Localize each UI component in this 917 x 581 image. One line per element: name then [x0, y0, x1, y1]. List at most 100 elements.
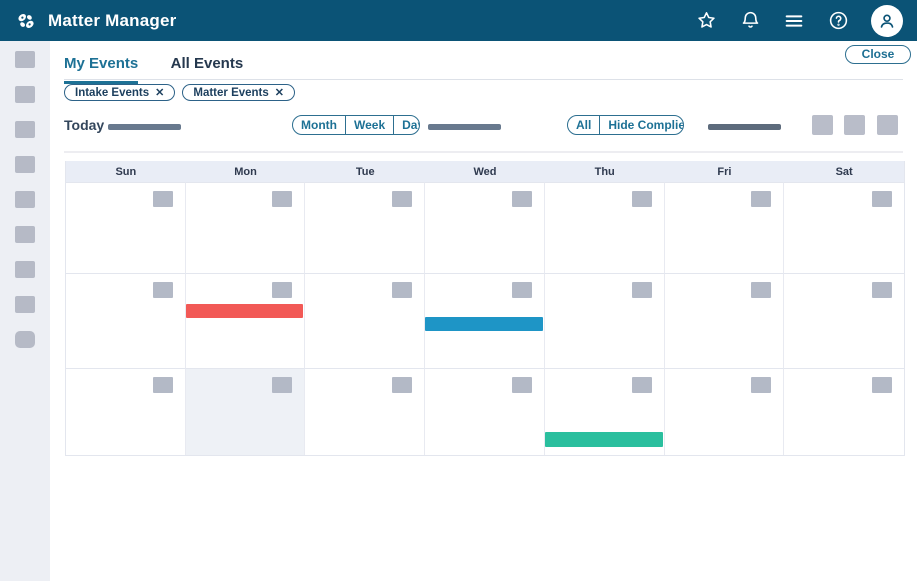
sidebar-item-placeholder[interactable] [15, 86, 35, 103]
day-number-placeholder [631, 282, 652, 298]
sidebar-item-placeholder[interactable] [15, 331, 35, 348]
calendar-cell-w2-thu[interactable] [544, 273, 665, 368]
top-bar: Matter Manager [0, 0, 917, 41]
tab-all-events[interactable]: All Events [170, 55, 244, 72]
day-number-placeholder [631, 377, 652, 393]
calendar-grid: Sun Mon Tue Wed Thu Fri Sat [65, 161, 905, 456]
chip-matter-events[interactable]: Matter Events ✕ [182, 84, 296, 101]
left-sidebar [0, 41, 50, 581]
day-header-fri: Fri [664, 161, 785, 182]
chip-close-icon[interactable]: ✕ [155, 87, 165, 99]
calendar-cell-w2-wed[interactable] [425, 273, 545, 368]
sidebar-item-placeholder[interactable] [15, 51, 35, 68]
sidebar-item-placeholder[interactable] [15, 121, 35, 138]
filter-chips-row: Intake Events ✕ Matter Events ✕ [64, 84, 296, 101]
toolbar-icon-placeholder[interactable] [844, 115, 865, 135]
sidebar-item-placeholder[interactable] [15, 296, 35, 313]
day-number-placeholder [751, 191, 772, 207]
main-content: My Events All Events Close Intake Events… [50, 41, 917, 581]
calendar-cell-w1-thu[interactable] [544, 182, 665, 273]
day-number-placeholder [751, 377, 772, 393]
calendar-cell-w2-fri[interactable] [664, 273, 785, 368]
sidebar-item-placeholder[interactable] [15, 156, 35, 173]
toolbar-icon-placeholder[interactable] [877, 115, 898, 135]
tabs-row: My Events All Events [64, 49, 903, 84]
calendar-cell-w2-sun[interactable] [66, 273, 186, 368]
day-header-sat: Sat [784, 161, 904, 182]
toolbar-icon-placeholder[interactable] [812, 115, 833, 135]
chip-label: Intake Events [75, 86, 150, 99]
sidebar-item-placeholder[interactable] [15, 261, 35, 278]
favorites-star-icon[interactable] [695, 10, 717, 32]
calendar-cell-w2-tue[interactable] [305, 273, 426, 368]
calendar-cell-w1-mon[interactable] [185, 182, 306, 273]
day-number-placeholder [751, 282, 772, 298]
day-number-placeholder [392, 377, 413, 393]
toolbar-divider [64, 151, 903, 153]
sidebar-item-placeholder[interactable] [15, 226, 35, 243]
calendar-cell-w3-thu[interactable] [544, 368, 665, 455]
label-placeholder [708, 124, 781, 130]
app-logo-icon [14, 9, 38, 33]
event-bar-green[interactable] [544, 432, 663, 447]
view-day-button[interactable]: Day [393, 116, 419, 134]
tab-my-events[interactable]: My Events [64, 49, 139, 84]
app-title: Matter Manager [48, 10, 177, 30]
day-header-tue: Tue [305, 161, 426, 182]
calendar-cell-w3-sat[interactable] [784, 368, 904, 455]
day-header-thu: Thu [544, 161, 665, 182]
day-number-placeholder [272, 377, 293, 393]
today-label[interactable]: Today [64, 117, 105, 133]
user-avatar[interactable] [871, 4, 903, 37]
tabs-divider [64, 79, 903, 80]
calendar-toolbar: Today Month Week Day All Hide Complied [50, 115, 917, 139]
day-number-placeholder [511, 191, 532, 207]
chip-label: Matter Events [193, 86, 269, 99]
calendar-cell-w1-wed[interactable] [425, 182, 545, 273]
calendar-cell-w3-fri[interactable] [664, 368, 785, 455]
label-placeholder [428, 124, 501, 130]
day-header-wed: Wed [425, 161, 545, 182]
day-number-placeholder [872, 282, 892, 298]
date-range-placeholder [108, 124, 181, 130]
calendar-cell-w3-mon-today[interactable] [185, 368, 306, 455]
calendar-cell-w3-sun[interactable] [66, 368, 186, 455]
day-header-mon: Mon [185, 161, 306, 182]
day-header-sun: Sun [66, 161, 186, 182]
calendar-cell-w3-wed[interactable] [425, 368, 545, 455]
calendar-cell-w1-sat[interactable] [784, 182, 904, 273]
calendar-cell-w3-tue[interactable] [305, 368, 426, 455]
day-number-placeholder [392, 191, 413, 207]
chip-intake-events[interactable]: Intake Events ✕ [64, 84, 176, 101]
day-number-placeholder [631, 191, 652, 207]
calendar-cell-w2-mon[interactable] [185, 273, 306, 368]
day-number-placeholder [272, 282, 293, 298]
complied-filter-switcher: All Hide Complied [567, 115, 684, 135]
day-number-placeholder [872, 191, 892, 207]
close-button[interactable]: Close [845, 45, 911, 64]
day-number-placeholder [152, 191, 173, 207]
notifications-bell-icon[interactable] [739, 10, 761, 32]
menu-hamburger-icon[interactable] [783, 10, 805, 32]
sidebar-item-placeholder[interactable] [15, 191, 35, 208]
chip-close-icon[interactable]: ✕ [274, 87, 285, 99]
top-bar-actions [695, 4, 903, 37]
filter-all-button[interactable]: All [576, 118, 592, 132]
event-bar-blue[interactable] [425, 317, 543, 331]
view-week-button[interactable]: Week [344, 116, 393, 134]
calendar-cell-w1-sun[interactable] [66, 182, 186, 273]
day-number-placeholder [272, 191, 293, 207]
calendar-cell-w1-tue[interactable] [305, 182, 426, 273]
filter-hide-complied-button[interactable]: Hide Complied [599, 116, 683, 134]
calendar-cell-w2-sat[interactable] [784, 273, 904, 368]
event-bar-red[interactable] [185, 304, 304, 318]
calendar-cell-w1-fri[interactable] [664, 182, 785, 273]
day-number-placeholder [511, 377, 532, 393]
view-switcher: Month Week Day [292, 115, 420, 135]
day-number-placeholder [511, 282, 532, 298]
day-number-placeholder [392, 282, 413, 298]
day-number-placeholder [152, 282, 173, 298]
view-month-button[interactable]: Month [301, 118, 337, 132]
help-icon[interactable] [827, 10, 849, 32]
